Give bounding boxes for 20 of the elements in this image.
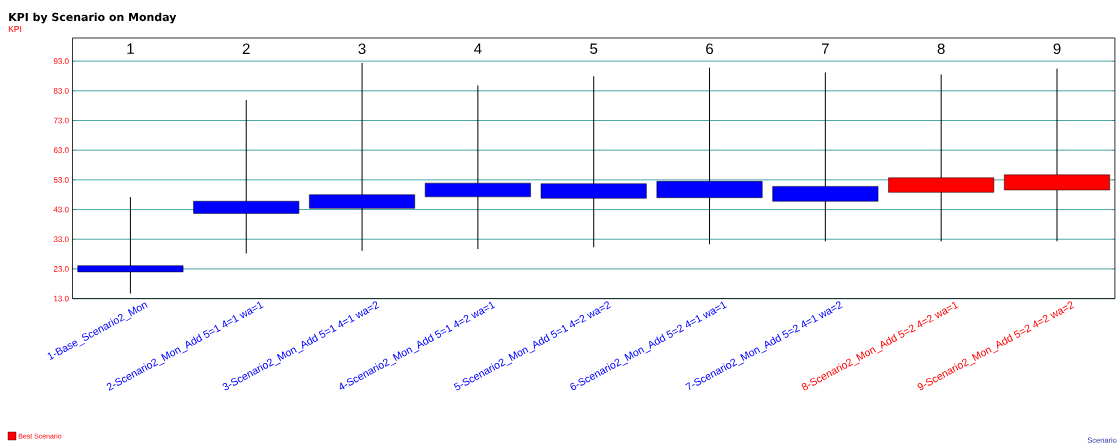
annotation: 7 xyxy=(821,43,829,54)
candlestick xyxy=(772,71,879,242)
annotation: 4 xyxy=(474,43,482,54)
chart-title: KPI by Scenario on Monday xyxy=(9,12,177,24)
annotation: 1 xyxy=(127,43,134,54)
annotation: 8 xyxy=(937,43,945,55)
candlestick xyxy=(193,99,300,254)
annotation: 2 xyxy=(242,43,250,54)
annotation: 9 xyxy=(1053,43,1061,55)
annotation: 6 xyxy=(706,43,714,55)
candlestick xyxy=(309,62,416,252)
candlestick xyxy=(1004,68,1110,242)
y-axis-title: KPI xyxy=(8,26,22,32)
candlestick xyxy=(888,74,995,242)
candlestick xyxy=(656,67,763,245)
candlestick xyxy=(540,75,647,248)
annotation: 5 xyxy=(590,43,598,54)
candlestick xyxy=(77,196,184,295)
candlestick xyxy=(424,84,531,250)
annotation: 3 xyxy=(358,43,366,55)
